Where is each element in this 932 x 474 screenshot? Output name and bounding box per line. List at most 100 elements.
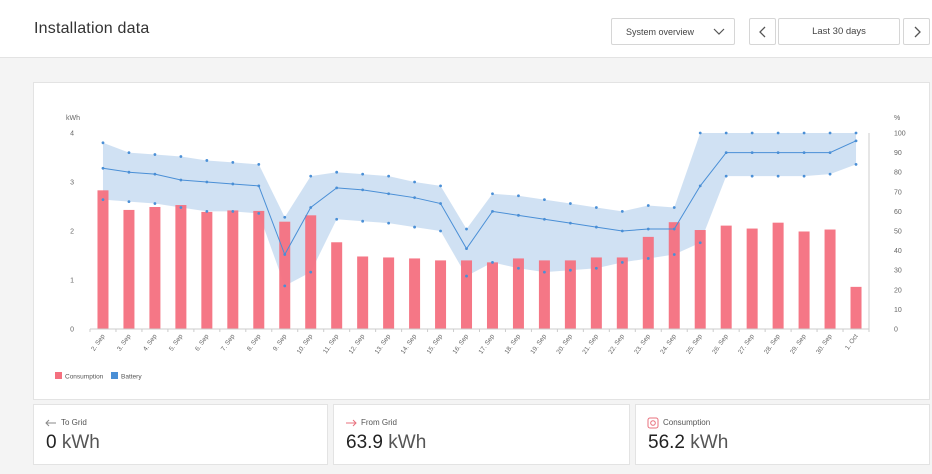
battery-point: [594, 206, 598, 209]
battery-point: [153, 202, 157, 205]
battery-point: [387, 221, 391, 225]
next-period-button[interactable]: [903, 18, 930, 45]
battery-point: [439, 184, 442, 188]
battery-point: [205, 210, 209, 213]
legend-swatch-consumption: [55, 372, 62, 379]
y-left-tick: 4: [70, 131, 74, 138]
battery-point: [257, 162, 261, 166]
x-tick-label: 20. Sep: [555, 333, 574, 356]
x-tick-label: 5. Sep: [168, 333, 185, 353]
consumption-bar: [590, 257, 602, 329]
x-tick-label: 15. Sep: [426, 333, 445, 356]
stat-value: 56.2 kWh: [648, 432, 729, 453]
battery-point: [854, 139, 858, 143]
battery-point: [543, 270, 546, 274]
x-tick-label: 29. Sep: [789, 333, 808, 356]
consumption-bar: [383, 257, 395, 329]
stat-from-grid: From Grid 63.9 kWh: [333, 404, 630, 465]
battery-point: [439, 229, 442, 233]
x-tick-label: 27. Sep: [737, 333, 756, 356]
consumption-bar: [279, 221, 291, 329]
battery-point: [724, 174, 728, 178]
date-range-display[interactable]: Last 30 days: [778, 18, 900, 45]
arrow-right-icon: [346, 419, 357, 427]
stat-to-grid: To Grid 0 kWh: [33, 404, 328, 465]
consumption-bar: [850, 286, 862, 329]
battery-point: [854, 131, 858, 135]
battery-point: [646, 257, 650, 260]
battery-point: [205, 180, 209, 184]
battery-point: [231, 210, 235, 213]
previous-period-button[interactable]: [749, 18, 776, 45]
battery-point: [646, 204, 650, 207]
battery-point: [594, 225, 598, 229]
battery-point: [231, 182, 235, 186]
battery-point: [491, 260, 494, 264]
battery-point: [231, 161, 235, 164]
consumption-bar: [486, 262, 498, 329]
battery-point: [335, 170, 339, 174]
battery-point: [517, 213, 520, 217]
battery-point: [620, 260, 624, 264]
y-right-tick: 100: [894, 131, 906, 138]
x-tick-label: 17. Sep: [478, 333, 497, 356]
consumption-bar: [668, 222, 680, 329]
battery-point: [413, 225, 416, 229]
x-tick-label: 9. Sep: [272, 333, 289, 353]
battery-point: [568, 268, 572, 272]
stat-value: 63.9 kWh: [346, 432, 427, 453]
x-tick-label: 2. Sep: [90, 333, 107, 353]
consumption-bar: [175, 205, 187, 329]
battery-point: [361, 172, 365, 176]
y-right-tick: 60: [894, 209, 902, 216]
x-tick-label: 13. Sep: [374, 333, 393, 356]
y-right-tick: 90: [894, 150, 902, 157]
x-tick-label: 23. Sep: [633, 333, 652, 356]
battery-point: [750, 131, 754, 135]
chevron-down-icon: [713, 28, 725, 35]
x-tick-label: 11. Sep: [322, 333, 341, 355]
x-tick-label: 21. Sep: [581, 333, 600, 356]
battery-point: [101, 166, 105, 170]
battery-point: [205, 159, 209, 162]
consumption-bar: [642, 236, 654, 329]
battery-point: [465, 274, 468, 278]
y-right-tick: 20: [894, 287, 902, 294]
consumption-bar: [227, 210, 239, 329]
stat-label: To Grid: [61, 418, 87, 427]
view-select[interactable]: System overview: [611, 18, 735, 45]
battery-point: [283, 215, 287, 219]
battery-point: [491, 192, 494, 196]
battery-point: [491, 210, 494, 213]
x-tick-label: 14. Sep: [400, 333, 419, 356]
battery-point: [309, 270, 313, 274]
battery-point: [672, 206, 676, 209]
consumption-bar: [149, 206, 161, 329]
x-tick-label: 30. Sep: [815, 333, 834, 356]
y-right-axis-label: %: [894, 115, 900, 122]
battery-point: [828, 172, 832, 176]
battery-point: [594, 266, 598, 270]
battery-point: [465, 247, 468, 251]
consumption-bar: [538, 260, 550, 329]
battery-point: [698, 184, 702, 188]
battery-point: [335, 186, 339, 190]
battery-point: [672, 227, 676, 231]
consumption-bar: [97, 190, 109, 329]
x-tick-label: 6. Sep: [194, 333, 211, 353]
consumption-bar: [798, 231, 810, 329]
consumption-bar: [772, 222, 784, 329]
chevron-right-icon: [914, 26, 921, 38]
battery-point: [802, 151, 806, 154]
battery-point: [543, 217, 546, 221]
consumption-bar: [720, 225, 732, 329]
battery-point: [413, 196, 416, 200]
battery-point: [153, 153, 157, 156]
battery-point: [750, 174, 754, 178]
battery-point: [568, 202, 572, 205]
consumption-bar: [435, 260, 447, 329]
battery-point: [568, 221, 572, 225]
battery-point: [776, 174, 780, 178]
consumption-bar: [331, 242, 343, 329]
arrow-left-icon: [45, 419, 56, 427]
